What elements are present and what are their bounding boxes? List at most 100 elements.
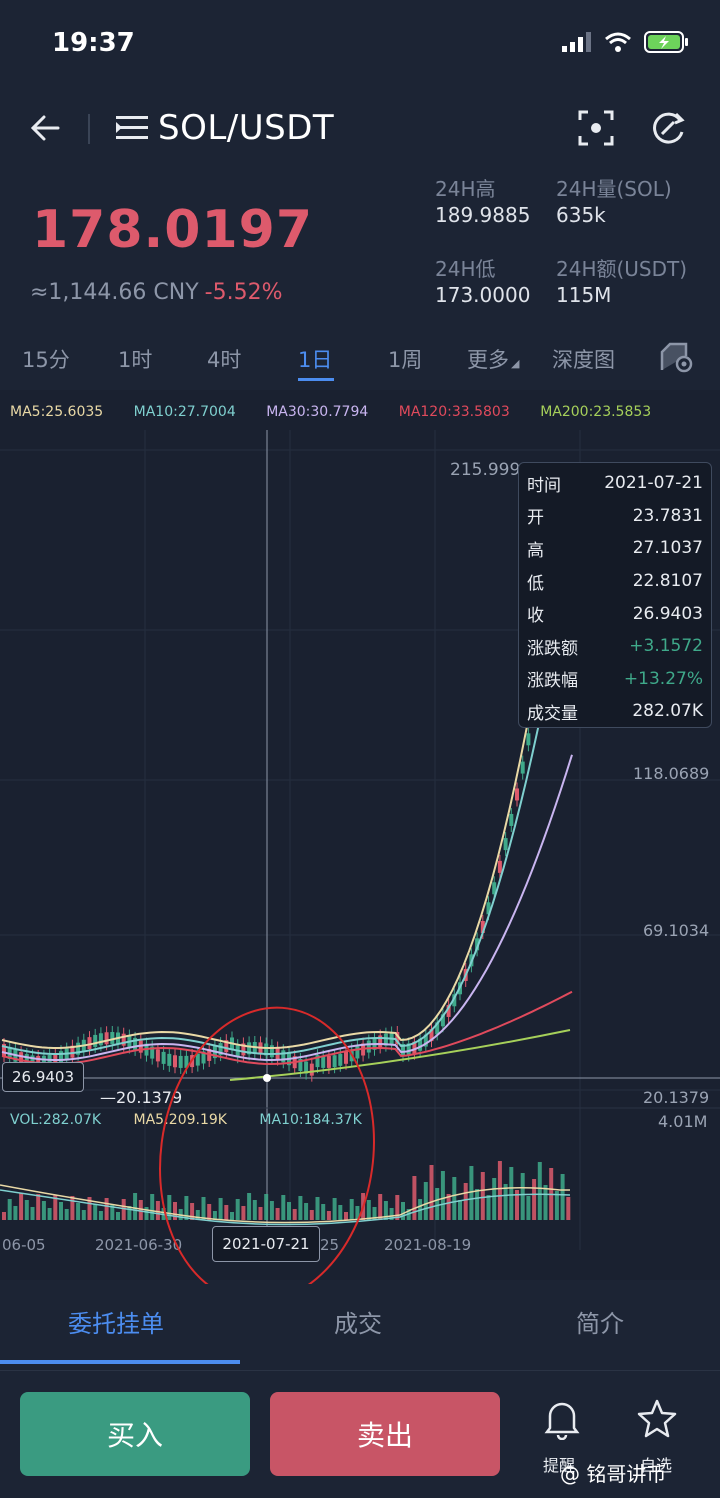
star-icon[interactable] xyxy=(636,1398,678,1440)
volume-bar xyxy=(315,1197,320,1220)
volume-bar xyxy=(19,1193,24,1220)
tab-4h[interactable]: 4时 xyxy=(207,348,242,372)
pair-menu-icon[interactable] xyxy=(116,114,148,142)
candle-body xyxy=(121,1033,126,1046)
pair-title[interactable]: SOL/USDT xyxy=(158,108,335,148)
kline-svg xyxy=(0,430,720,1250)
candle-body xyxy=(19,1052,24,1065)
volume-bar xyxy=(269,1201,274,1220)
candle-body xyxy=(269,1045,274,1058)
refresh-icon[interactable] xyxy=(648,108,688,148)
candle-body xyxy=(475,938,480,951)
candle-body xyxy=(492,882,497,895)
volume-bar xyxy=(338,1205,343,1220)
candle-body xyxy=(47,1054,52,1067)
vol-axis-max: 4.01M xyxy=(658,1112,708,1131)
header-divider xyxy=(88,114,90,144)
volume-bar xyxy=(41,1201,46,1220)
candle-body xyxy=(315,1055,320,1068)
volume-bar xyxy=(486,1195,491,1220)
tab-trades[interactable]: 成交 xyxy=(334,1310,382,1338)
status-bar: 19:37 xyxy=(0,0,720,90)
back-arrow-icon[interactable] xyxy=(26,108,66,148)
volume-bar xyxy=(537,1162,542,1220)
tooltip-value: 27.1037 xyxy=(632,538,703,559)
candle-body xyxy=(429,1029,434,1042)
candle-body xyxy=(321,1055,326,1068)
candle-body xyxy=(76,1042,81,1055)
candle-body xyxy=(201,1051,206,1064)
volume-bar xyxy=(429,1165,434,1220)
vol-ma10: MA10:184.37K xyxy=(259,1112,362,1128)
active-tab-indicator xyxy=(298,378,334,381)
battery-charging-icon xyxy=(644,31,688,53)
volume-bar xyxy=(492,1178,497,1220)
tooltip-row: 高 27.1037 xyxy=(527,532,703,565)
triangle-down-icon: ◢ xyxy=(511,357,520,370)
volume-bar xyxy=(195,1210,200,1220)
tooltip-value: +3.1572 xyxy=(629,636,703,657)
candle-body xyxy=(338,1053,343,1066)
volume-bar xyxy=(497,1161,502,1220)
tooltip-key: 成交量 xyxy=(527,703,578,724)
candle-body xyxy=(247,1042,252,1055)
amount-label: 24H额(USDT) xyxy=(556,257,688,281)
price-label-top: 215.999 xyxy=(450,460,521,480)
tab-orders[interactable]: 委托挂单 xyxy=(68,1310,164,1338)
amount-value: 115M xyxy=(556,283,612,307)
tab-1h[interactable]: 1时 xyxy=(118,348,153,372)
screenshot-icon[interactable] xyxy=(578,110,614,146)
candle-body xyxy=(178,1055,183,1068)
date-label: 25 xyxy=(320,1236,340,1254)
high-label: 24H高 xyxy=(435,177,496,201)
volume-bar xyxy=(144,1207,149,1220)
volume-legend: VOL:282.07K MA5:209.19K MA10:184.37K xyxy=(10,1112,362,1128)
volume-bar xyxy=(116,1212,120,1220)
volume-bar xyxy=(230,1212,234,1220)
tooltip-value: 23.7831 xyxy=(632,505,703,526)
volume-bar xyxy=(526,1196,531,1220)
tab-15m[interactable]: 15分 xyxy=(22,348,70,372)
crosshair-dot xyxy=(263,1074,271,1082)
volume-bar xyxy=(30,1207,35,1220)
candle-body xyxy=(446,1004,451,1017)
ma-legend: MA5:25.6035 MA10:27.7004 MA30:30.7794 MA… xyxy=(10,404,677,420)
tooltip-key: 收 xyxy=(527,606,544,627)
sell-button[interactable]: 卖出 xyxy=(270,1392,500,1476)
candle-body xyxy=(435,1022,440,1035)
alert-label: 提醒 xyxy=(543,1456,576,1475)
tab-intro[interactable]: 简介 xyxy=(576,1310,624,1338)
signal-icon xyxy=(562,32,591,52)
tab-1w[interactable]: 1周 xyxy=(388,348,423,372)
tab-more[interactable]: 更多 ◢ xyxy=(467,344,519,374)
candle-body xyxy=(418,1038,423,1051)
tooltip-key: 开 xyxy=(527,508,544,529)
crosshair-price: 26.9403 xyxy=(2,1062,84,1092)
volume-bar xyxy=(281,1195,286,1220)
volume-bar xyxy=(480,1172,485,1220)
bell-icon[interactable] xyxy=(542,1398,582,1440)
candle-body xyxy=(509,813,514,826)
volume-bar xyxy=(435,1188,440,1220)
chart-settings-icon[interactable] xyxy=(660,342,694,374)
candle-body xyxy=(383,1033,388,1046)
candle-body xyxy=(41,1055,46,1068)
tooltip-row: 涨跌幅 +13.27% xyxy=(527,663,703,696)
candle-body xyxy=(298,1059,303,1072)
candle-body xyxy=(184,1055,189,1068)
volume-bar xyxy=(155,1201,160,1220)
volume-bar xyxy=(224,1205,229,1220)
volume-bar xyxy=(344,1212,348,1220)
tooltip-value: +13.27% xyxy=(623,668,703,689)
volume-bar xyxy=(59,1202,63,1220)
wifi-icon xyxy=(605,32,631,52)
volume-bar xyxy=(235,1199,240,1220)
date-label: 2021-06-30 xyxy=(95,1236,183,1254)
buy-button[interactable]: 买入 xyxy=(20,1392,250,1476)
tab-depth[interactable]: 深度图 xyxy=(552,348,615,372)
ma30-line xyxy=(1,754,573,1062)
candle-body xyxy=(133,1037,138,1050)
tab-1d[interactable]: 1日 xyxy=(298,348,333,372)
candle-body xyxy=(161,1051,166,1064)
volume-bar xyxy=(127,1206,132,1220)
